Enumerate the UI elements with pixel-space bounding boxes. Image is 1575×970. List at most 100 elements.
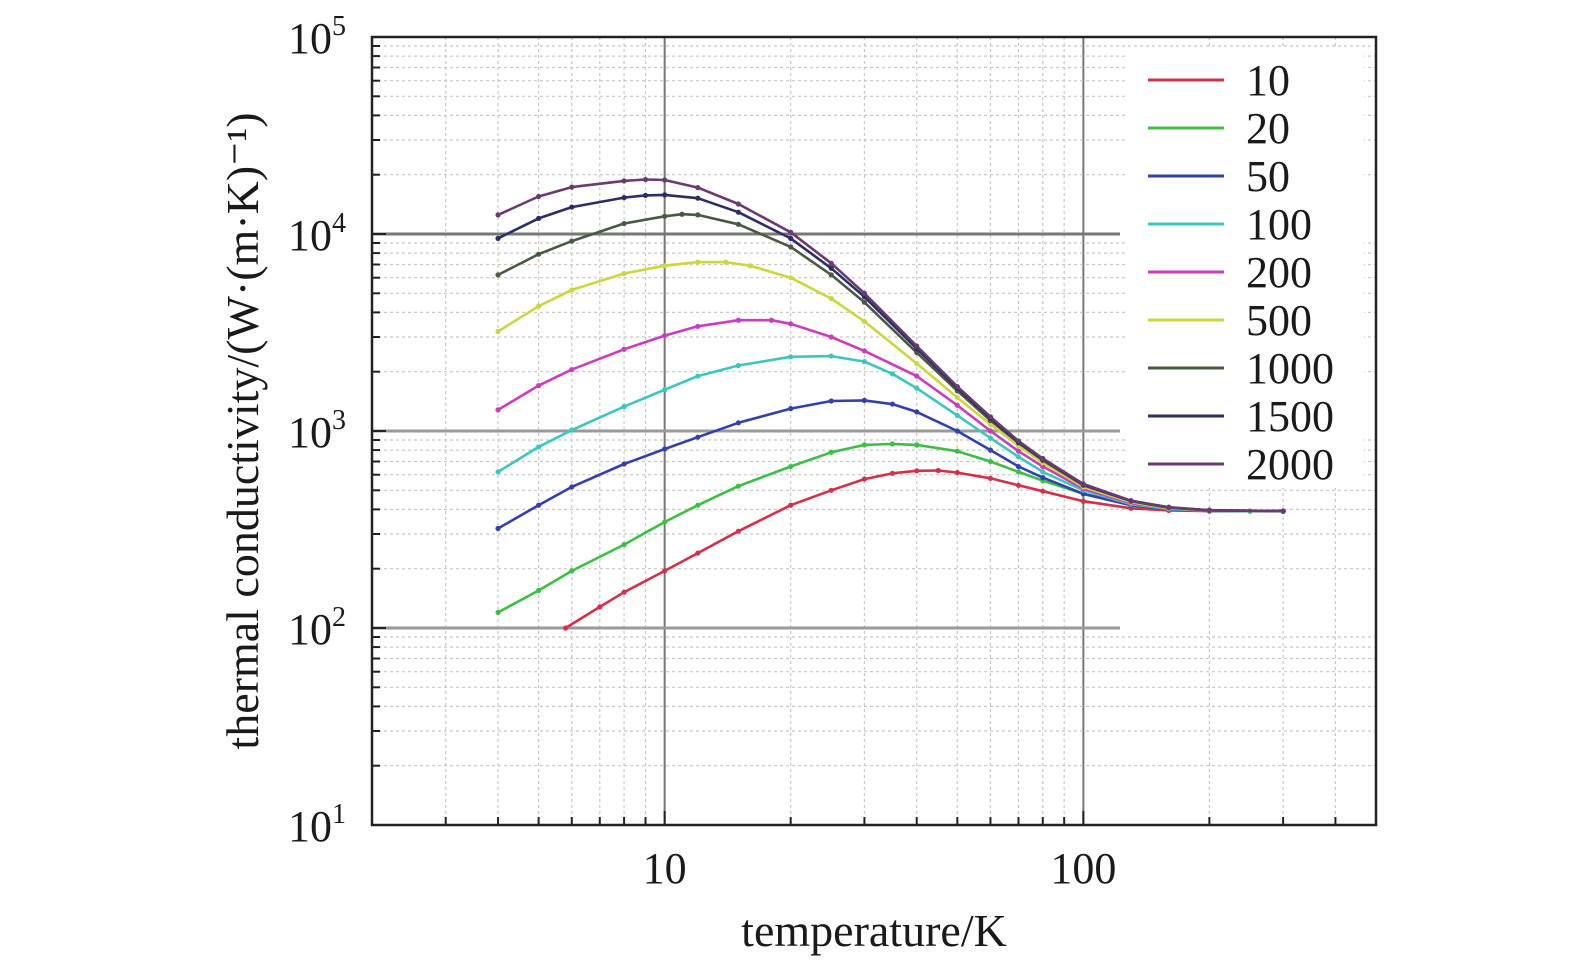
data-point-50	[788, 405, 794, 412]
data-point-10	[889, 470, 896, 476]
data-point-20	[987, 458, 994, 465]
data-point-200	[1040, 463, 1046, 470]
data-point-1500	[695, 195, 701, 201]
data-point-200	[569, 366, 575, 373]
data-point-50	[1015, 463, 1022, 470]
data-point-10	[735, 528, 741, 534]
data-point-200	[828, 334, 834, 340]
x-axis-title: temperature/K	[741, 905, 1007, 956]
data-point-500	[536, 303, 542, 309]
data-point-2000	[1206, 507, 1212, 513]
data-point-2000	[1015, 438, 1022, 444]
data-point-10	[621, 589, 627, 595]
data-point-1000	[569, 238, 575, 244]
data-point-1000	[861, 299, 868, 305]
data-point-2000	[621, 178, 627, 184]
data-point-50	[536, 502, 542, 508]
legend-label-10: 10	[1246, 56, 1290, 105]
data-point-200	[621, 346, 627, 352]
data-point-20	[914, 442, 920, 448]
legend-label-1000: 1000	[1246, 344, 1334, 393]
data-point-1000	[536, 251, 542, 257]
data-point-10	[954, 469, 960, 476]
data-point-10	[935, 467, 941, 474]
y-tick-label: 105	[288, 11, 346, 63]
data-point-200	[536, 383, 542, 389]
data-point-100	[828, 353, 834, 359]
data-point-10	[914, 468, 920, 474]
axis-ticks: 10 100 101 102 103 104 105	[288, 11, 1377, 893]
data-point-1000	[788, 244, 794, 250]
legend-label-50: 50	[1246, 152, 1290, 201]
data-point-20	[889, 441, 896, 447]
data-point-20	[569, 568, 575, 574]
data-point-10	[1080, 498, 1086, 504]
data-point-200	[735, 317, 741, 323]
data-point-50	[861, 397, 868, 403]
data-point-2000	[569, 184, 575, 190]
legend-label-200: 200	[1246, 248, 1312, 297]
y-tick-label: 104	[288, 208, 346, 260]
data-point-20	[695, 502, 701, 508]
data-point-500	[723, 259, 729, 265]
data-point-200	[495, 407, 501, 413]
series-line-10	[564, 469, 1284, 630]
data-point-20	[621, 542, 627, 548]
data-point-1500	[828, 265, 834, 271]
data-point-1500	[735, 209, 741, 215]
data-point-2000	[536, 193, 542, 200]
data-point-50	[914, 409, 920, 415]
legend-label-100: 100	[1246, 200, 1312, 249]
data-point-100	[914, 385, 920, 391]
data-point-100	[536, 444, 542, 450]
data-point-2000	[914, 343, 920, 349]
data-point-100	[954, 412, 960, 419]
data-point-2000	[642, 176, 649, 183]
data-point-20	[828, 449, 834, 455]
data-point-20	[536, 587, 542, 594]
data-point-10	[597, 604, 603, 610]
data-point-2000	[861, 290, 868, 296]
data-point-100	[889, 371, 896, 377]
data-point-1500	[569, 204, 575, 210]
data-point-2000	[954, 384, 960, 390]
data-point-1500	[536, 215, 542, 222]
legend-label-500: 500	[1246, 296, 1312, 345]
data-point-200	[788, 321, 794, 327]
data-point-50	[828, 398, 834, 404]
data-point-50	[621, 461, 627, 467]
legend-label-1500: 1500	[1246, 392, 1334, 441]
data-point-10	[828, 487, 834, 493]
data-point-200	[914, 373, 920, 379]
data-point-20	[861, 442, 868, 448]
data-point-1500	[621, 195, 627, 201]
data-point-2000	[495, 212, 501, 218]
data-point-200	[768, 317, 775, 323]
data-point-50	[987, 447, 994, 453]
data-point-200	[695, 323, 701, 329]
data-point-10	[788, 502, 794, 508]
data-point-1500	[662, 192, 668, 198]
data-point-1000	[828, 272, 834, 278]
legend-label-20: 20	[1246, 104, 1290, 153]
data-point-1500	[642, 192, 649, 199]
data-point-2000	[695, 185, 701, 191]
data-point-500	[828, 295, 834, 302]
data-point-500	[621, 270, 627, 277]
data-point-1000	[735, 221, 741, 227]
data-point-2000	[788, 229, 794, 235]
y-tick-label: 101	[288, 799, 346, 851]
data-point-20	[495, 609, 501, 616]
data-point-100	[695, 373, 701, 379]
data-point-500	[914, 360, 920, 367]
data-point-1000	[662, 213, 668, 219]
data-point-1500	[788, 235, 794, 241]
data-point-500	[861, 318, 868, 325]
data-point-20	[735, 483, 741, 489]
data-point-2000	[1080, 481, 1086, 487]
x-tick-label: 100	[1050, 844, 1116, 893]
data-point-2000	[987, 414, 994, 420]
data-point-500	[569, 287, 575, 293]
data-point-100	[495, 469, 501, 475]
